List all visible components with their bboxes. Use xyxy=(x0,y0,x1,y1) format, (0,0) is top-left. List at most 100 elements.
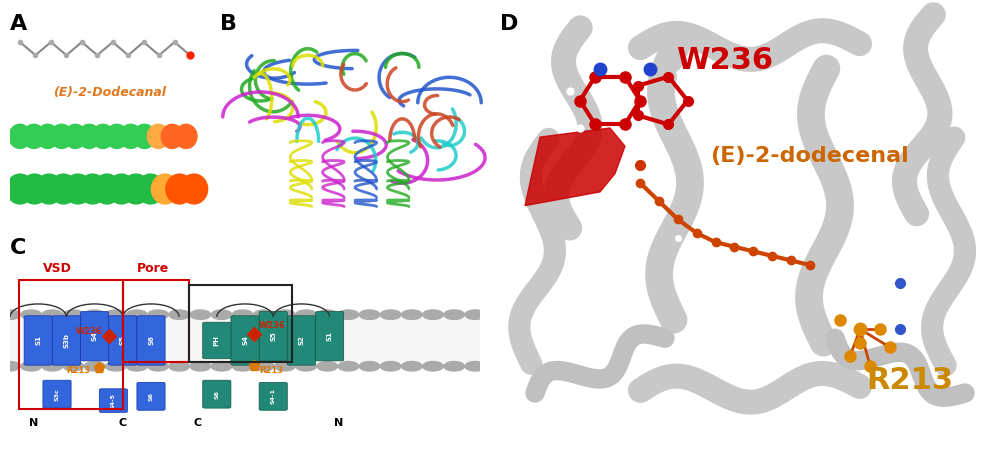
Circle shape xyxy=(79,174,106,204)
Circle shape xyxy=(42,310,63,319)
Circle shape xyxy=(359,310,380,319)
Text: S5: S5 xyxy=(270,331,276,341)
Circle shape xyxy=(21,361,41,371)
Text: S3b: S3b xyxy=(63,333,69,348)
Circle shape xyxy=(105,361,126,371)
Circle shape xyxy=(465,361,486,371)
Circle shape xyxy=(84,361,105,371)
Text: S4: S4 xyxy=(92,331,98,341)
Circle shape xyxy=(275,310,295,319)
Circle shape xyxy=(64,124,86,149)
Text: D: D xyxy=(500,14,518,34)
Circle shape xyxy=(127,361,147,371)
Text: S3c: S3c xyxy=(54,388,60,400)
Circle shape xyxy=(317,361,338,371)
Circle shape xyxy=(0,361,20,371)
Text: C: C xyxy=(119,418,127,428)
Text: S4-5: S4-5 xyxy=(111,393,116,409)
Text: Pore: Pore xyxy=(137,262,169,275)
Circle shape xyxy=(148,361,168,371)
Circle shape xyxy=(63,361,84,371)
Circle shape xyxy=(51,124,73,149)
Circle shape xyxy=(93,174,121,204)
Circle shape xyxy=(380,310,401,319)
FancyBboxPatch shape xyxy=(137,316,165,365)
Circle shape xyxy=(84,310,105,319)
Text: B: B xyxy=(220,14,237,34)
Circle shape xyxy=(166,174,193,204)
Text: W236: W236 xyxy=(76,327,103,336)
Circle shape xyxy=(169,361,190,371)
Text: (E)-2-Dodecanal: (E)-2-Dodecanal xyxy=(54,86,166,99)
Circle shape xyxy=(21,310,41,319)
Circle shape xyxy=(232,361,253,371)
Circle shape xyxy=(338,310,359,319)
Circle shape xyxy=(190,361,211,371)
Text: R213: R213 xyxy=(866,366,954,394)
FancyBboxPatch shape xyxy=(24,316,52,365)
Text: S4-1: S4-1 xyxy=(271,388,276,404)
Circle shape xyxy=(106,124,128,149)
Text: W236: W236 xyxy=(259,320,286,329)
Circle shape xyxy=(127,310,147,319)
Text: S4: S4 xyxy=(242,335,248,345)
Circle shape xyxy=(253,361,274,371)
FancyBboxPatch shape xyxy=(203,322,231,359)
Text: (E)-2-dodecenal: (E)-2-dodecenal xyxy=(711,146,909,166)
FancyBboxPatch shape xyxy=(259,312,287,361)
Text: R213: R213 xyxy=(66,366,90,375)
FancyBboxPatch shape xyxy=(99,389,128,412)
Bar xyxy=(19,280,123,409)
Circle shape xyxy=(175,124,197,149)
FancyBboxPatch shape xyxy=(43,380,71,408)
Text: S5: S5 xyxy=(120,335,126,345)
Circle shape xyxy=(64,174,92,204)
FancyBboxPatch shape xyxy=(80,312,109,361)
Text: C: C xyxy=(10,238,26,258)
Text: S1: S1 xyxy=(327,331,333,341)
Circle shape xyxy=(0,310,20,319)
Bar xyxy=(123,280,189,362)
Circle shape xyxy=(253,310,274,319)
Text: S1: S1 xyxy=(35,335,41,345)
Circle shape xyxy=(402,361,422,371)
Circle shape xyxy=(423,310,443,319)
Circle shape xyxy=(380,361,401,371)
Circle shape xyxy=(338,361,359,371)
Circle shape xyxy=(50,174,77,204)
Text: VSD: VSD xyxy=(43,262,72,275)
Circle shape xyxy=(296,361,316,371)
Circle shape xyxy=(180,174,208,204)
Bar xyxy=(10,319,480,361)
Circle shape xyxy=(23,124,45,149)
Circle shape xyxy=(444,361,464,371)
Text: S6: S6 xyxy=(148,392,154,401)
FancyBboxPatch shape xyxy=(287,316,316,365)
FancyBboxPatch shape xyxy=(231,316,259,365)
FancyBboxPatch shape xyxy=(109,316,137,365)
Circle shape xyxy=(211,310,232,319)
Circle shape xyxy=(444,310,464,319)
Circle shape xyxy=(9,124,31,149)
Text: S6: S6 xyxy=(148,335,154,345)
Circle shape xyxy=(35,174,63,204)
Circle shape xyxy=(317,310,338,319)
Circle shape xyxy=(423,361,443,371)
Circle shape xyxy=(402,310,422,319)
Circle shape xyxy=(161,124,183,149)
Circle shape xyxy=(190,310,211,319)
Circle shape xyxy=(122,174,150,204)
Text: N: N xyxy=(29,418,38,428)
Circle shape xyxy=(6,174,34,204)
Text: S2: S2 xyxy=(298,335,304,345)
Circle shape xyxy=(296,310,316,319)
FancyBboxPatch shape xyxy=(52,316,80,365)
Circle shape xyxy=(108,174,135,204)
Bar xyxy=(189,285,292,362)
Circle shape xyxy=(78,124,100,149)
Circle shape xyxy=(275,361,295,371)
Circle shape xyxy=(151,174,179,204)
Circle shape xyxy=(169,310,190,319)
Circle shape xyxy=(63,310,84,319)
Circle shape xyxy=(21,174,48,204)
